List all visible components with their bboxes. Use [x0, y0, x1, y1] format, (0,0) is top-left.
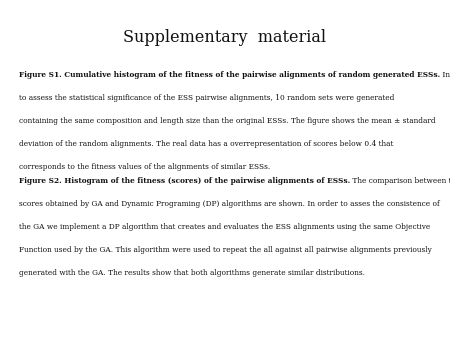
Text: scores obtained by GA and Dynamic Programing (DP) algorithms are shown. In order: scores obtained by GA and Dynamic Progra…: [19, 200, 440, 209]
Text: generated with the GA. The results show that both algorithms generate similar di: generated with the GA. The results show …: [19, 269, 365, 277]
Text: deviation of the random alignments. The real data has a overrepresentation of sc: deviation of the random alignments. The …: [19, 140, 393, 148]
Text: Function used by the GA. This algorithm were used to repeat the all against all : Function used by the GA. This algorithm …: [19, 246, 432, 255]
Text: to assess the statistical significance of the ESS pairwise alignments, 10 random: to assess the statistical significance o…: [19, 94, 394, 102]
Text: Figure S2. Histogram of the fitness (scores) of the pairwise alignments of ESSs.: Figure S2. Histogram of the fitness (sco…: [19, 177, 350, 186]
Text: The comparison between the: The comparison between the: [350, 177, 450, 186]
Text: corresponds to the fitness values of the alignments of similar ESSs.: corresponds to the fitness values of the…: [19, 163, 270, 171]
Text: In order: In order: [440, 71, 450, 79]
Text: the GA we implement a DP algorithm that creates and evaluates the ESS alignments: the GA we implement a DP algorithm that …: [19, 223, 430, 232]
Text: Figure S1. Cumulative histogram of the fitness of the pairwise alignments of ran: Figure S1. Cumulative histogram of the f…: [19, 71, 440, 79]
Text: Supplementary  material: Supplementary material: [123, 29, 327, 46]
Text: containing the same composition and length size than the original ESSs. The figu: containing the same composition and leng…: [19, 117, 436, 125]
